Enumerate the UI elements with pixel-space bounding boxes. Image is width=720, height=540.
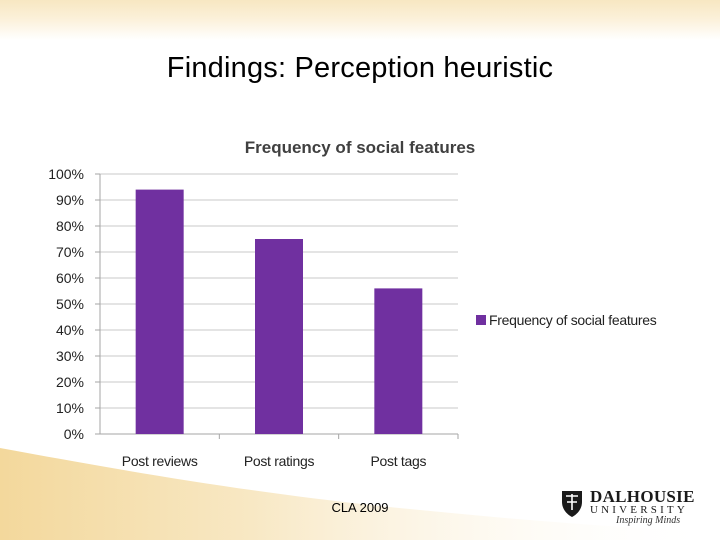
legend-swatch [476, 315, 486, 325]
bar [255, 239, 303, 434]
bar [135, 189, 184, 434]
footer-text: CLA 2009 [331, 500, 389, 515]
y-tick-label: 30% [56, 348, 84, 364]
crest-icon [562, 491, 582, 517]
y-tick-label: 90% [56, 192, 84, 208]
logo-university: UNIVERSITY [590, 504, 688, 516]
y-tick-label: 0% [64, 426, 84, 442]
y-tick-label: 40% [56, 322, 84, 338]
logo-name: DALHOUSIE [590, 487, 695, 506]
university-logo: DALHOUSIE UNIVERSITY Inspiring Minds [560, 486, 694, 530]
x-category-label: Post ratings [244, 453, 315, 469]
x-category-label: Post tags [370, 453, 426, 469]
bar [374, 288, 423, 434]
slide-title: Findings: Perception heuristic [166, 52, 554, 84]
y-tick-label: 10% [56, 400, 84, 416]
legend-label: Frequency of social features [489, 312, 657, 328]
y-tick-label: 80% [56, 218, 84, 234]
y-tick-label: 20% [56, 374, 84, 390]
y-tick-label: 50% [56, 296, 84, 312]
y-tick-label: 100% [48, 166, 84, 182]
y-tick-label: 60% [56, 270, 84, 286]
x-category-label: Post reviews [122, 453, 198, 469]
top-gradient-band [0, 0, 720, 40]
chart-title: Frequency of social features [245, 138, 476, 157]
bottom-swoosh-decoration [0, 448, 720, 540]
y-tick-label: 70% [56, 244, 84, 260]
logo-tagline: Inspiring Minds [616, 515, 681, 526]
